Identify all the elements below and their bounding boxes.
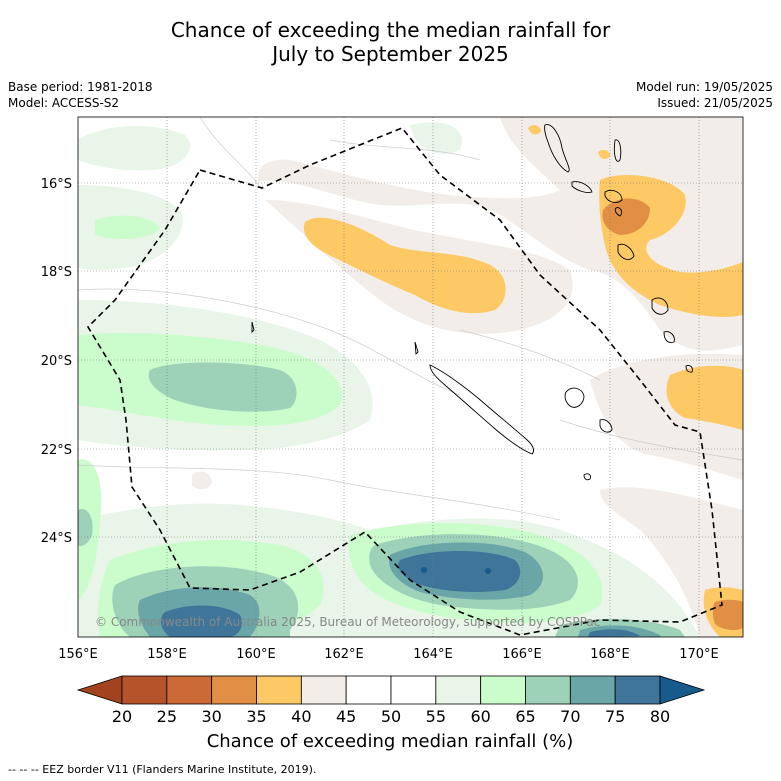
colorbar-segment (614, 675, 661, 705)
island-outline (414, 341, 419, 356)
lon-label: 166°E (502, 647, 542, 662)
colorbar-high-extension (659, 675, 706, 705)
chart-title: Chance of exceeding the median rainfall … (0, 18, 781, 66)
island-outline (663, 331, 675, 343)
landmasses (251, 124, 693, 481)
island-outline (583, 473, 591, 481)
island-outline (544, 124, 570, 173)
colorbar: 20 25 30 35 40 45 50 55 60 65 70 75 80 (76, 675, 706, 726)
lat-label: 22°S (41, 443, 72, 458)
colorbar-segment (300, 675, 347, 705)
colorbar-tick-label: 45 (336, 707, 356, 726)
contour-65-west (148, 362, 297, 412)
contour-35-north-spot (598, 149, 610, 160)
title-line-1: Chance of exceeding the median rainfall … (170, 18, 611, 42)
contour-55-northwest (78, 125, 191, 171)
lon-label: 162°E (324, 647, 364, 662)
model-run: Model run: 19/05/2025 (635, 80, 773, 94)
copyright-text: © Commonwealth of Australia 2025, Bureau… (95, 615, 600, 629)
colorbar-tick-label: 30 (201, 707, 221, 726)
title-line-2: July to September 2025 (272, 42, 509, 66)
colorbar-tick-label: 60 (470, 707, 490, 726)
island-outline (614, 207, 623, 217)
new-caledonia-outline (429, 364, 535, 455)
island-outline (251, 321, 255, 334)
island-outline (571, 181, 593, 193)
colorbar-low-extension (76, 675, 123, 705)
map-plot-area: © Commonwealth of Australia 2025, Bureau… (78, 117, 743, 637)
contour-35-central (303, 217, 506, 314)
colorbar-segment (569, 675, 616, 705)
lat-labels: 16°S 18°S 20°S 22°S 24°S (41, 177, 72, 546)
island-outline (617, 243, 635, 260)
island-outline (685, 365, 693, 373)
colorbar-tick-label: 50 (381, 707, 401, 726)
contour-45-small (192, 471, 212, 490)
contour-75-south-central (398, 551, 521, 592)
lon-label: 160°E (236, 647, 276, 662)
lon-label: 168°E (590, 647, 630, 662)
meta-right: Model run: 19/05/2025 Issued: 21/05/2025 (636, 79, 773, 111)
contour-80-spot (485, 568, 491, 574)
model-name: Model: ACCESS-S2 (8, 96, 120, 110)
lat-label: 20°S (41, 354, 72, 369)
lat-label: 18°S (41, 265, 72, 280)
faint-contour-lines (78, 117, 743, 521)
colorbar-label: Chance of exceeding median rainfall (%) (207, 731, 574, 752)
faint-contour-line (459, 329, 601, 381)
colorbar-tick-label: 40 (291, 707, 311, 726)
island-outline (599, 419, 613, 433)
colorbar-tick-label: 75 (605, 707, 625, 726)
colorbar-segment (211, 675, 257, 705)
contour-35-north-spot (528, 125, 541, 135)
faint-contour-line (329, 139, 481, 161)
eez-footnote: -- -- -- EEZ border V11 (Flanders Marine… (8, 763, 317, 776)
colorbar-tick-label: 20 (112, 707, 132, 726)
island-outline (613, 139, 622, 162)
colorbar-segment (480, 675, 526, 705)
lon-label: 164°E (413, 647, 453, 662)
contour-60-northwest (95, 215, 160, 240)
colorbar-segment (121, 675, 168, 705)
contour-35-east (666, 365, 743, 430)
base-period: Base period: 1981-2018 (8, 80, 153, 94)
faint-contour-line (78, 464, 561, 521)
lat-label: 24°S (41, 531, 72, 546)
colorbar-segment (435, 675, 482, 705)
issued-date: Issued: 21/05/2025 (657, 96, 773, 110)
island-outline (651, 297, 669, 315)
colorbar-segment (166, 675, 213, 705)
lon-label: 156°E (58, 647, 98, 662)
contour-30-north-east (602, 198, 650, 235)
colorbar-tick-label: 35 (246, 707, 266, 726)
island-outline (564, 387, 585, 408)
colorbar-tick-label: 25 (157, 707, 177, 726)
colorbar-segment (525, 675, 571, 705)
lon-labels: 156°E 158°E 160°E 162°E 164°E 166°E 168°… (58, 647, 719, 662)
contour-30-southeast (712, 599, 743, 631)
colorbar-segment (345, 675, 392, 705)
faint-contour-line (199, 117, 263, 191)
contour-75-south (160, 605, 242, 637)
colorbar-tick-label: 80 (650, 707, 670, 726)
contour-55-north-patch (410, 122, 462, 154)
colorbar-segment (256, 675, 302, 705)
contour-75-south-east (588, 629, 640, 637)
faint-contour-line (78, 288, 461, 396)
lon-label: 170°E (679, 647, 719, 662)
lon-label: 158°E (147, 647, 187, 662)
colorbar-segment (390, 675, 437, 705)
lat-label: 16°S (41, 177, 72, 192)
island-outline (604, 189, 623, 203)
colorbar-tick-label: 55 (426, 707, 446, 726)
faint-contour-line (559, 419, 743, 461)
map-frame (77, 116, 744, 638)
colorbar-tick-label: 70 (560, 707, 580, 726)
colorbar-tick-label: 65 (515, 707, 535, 726)
meta-left: Base period: 1981-2018 Model: ACCESS-S2 (8, 79, 153, 111)
contour-80-spot (421, 567, 427, 573)
